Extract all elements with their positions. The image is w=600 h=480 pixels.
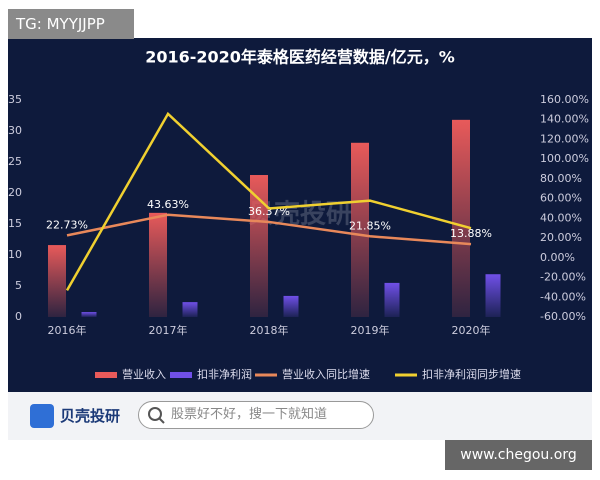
search-icon: [148, 407, 165, 424]
y2-tick-label: 160.00%: [540, 93, 589, 106]
data-label: 22.73%: [46, 218, 88, 231]
legend-label: 扣非净利润: [197, 367, 252, 381]
site-label: www.chegou.org: [445, 440, 592, 470]
legend-label: 扣非净利润同步增速: [422, 367, 521, 381]
search-box[interactable]: 股票好不好，搜一下就知道: [138, 401, 374, 429]
y2-tick-label: -40.00%: [540, 290, 586, 303]
bar: [48, 245, 66, 317]
x-tick-label: 2016年: [48, 323, 87, 337]
data-label: 13.88%: [450, 227, 492, 240]
y2-tick-label: 140.00%: [540, 113, 589, 126]
bar: [149, 212, 167, 317]
bar: [351, 142, 369, 317]
chart-background: [8, 38, 592, 392]
chart-title: 2016-2020年泰格医药经营数据/亿元，%: [145, 48, 455, 67]
y2-tick-label: -60.00%: [540, 310, 586, 323]
y2-tick-label: -20.00%: [540, 271, 586, 284]
y-tick-label: 5: [15, 279, 22, 292]
x-tick-label: 2017年: [149, 323, 188, 337]
bar: [283, 295, 299, 317]
x-tick-label: 2018年: [250, 323, 289, 337]
search-placeholder: 股票好不好，搜一下就知道: [171, 407, 328, 422]
tag: TG: MYYJJPP: [8, 9, 134, 39]
x-tick-label: 2019年: [351, 323, 390, 337]
line: [66, 213, 472, 246]
y2-tick-label: 100.00%: [540, 152, 589, 165]
y2-tick-label: 120.00%: [540, 132, 589, 145]
y2-tick-label: 40.00%: [540, 211, 582, 224]
bar: [452, 119, 470, 317]
y-tick-label: 10: [8, 248, 22, 261]
bar: [182, 302, 198, 317]
bar: [485, 274, 501, 317]
data-label: 43.63%: [147, 198, 189, 211]
footer-bar: 贝壳投研 股票好不好，搜一下就知道: [8, 392, 592, 440]
legend-swatch: [95, 372, 117, 378]
data-label: 21.85%: [349, 219, 391, 232]
bar: [384, 282, 400, 317]
y-tick-label: 25: [8, 155, 22, 168]
y-tick-label: 15: [8, 217, 22, 230]
bar: [81, 312, 97, 317]
y-tick-label: 30: [8, 124, 22, 137]
legend-label: 营业收入同比增速: [282, 367, 370, 381]
y2-tick-label: 80.00%: [540, 172, 582, 185]
y-tick-label: 35: [8, 93, 22, 106]
legend-label: 营业收入: [122, 367, 166, 381]
y-tick-label: 20: [8, 186, 22, 199]
y2-tick-label: 60.00%: [540, 192, 582, 205]
y2-tick-label: 0.00%: [540, 251, 575, 264]
brand: 贝壳投研: [60, 407, 121, 425]
y2-tick-label: 20.00%: [540, 231, 582, 244]
x-tick-label: 2020年: [452, 323, 491, 337]
bar: [250, 175, 268, 317]
y-tick-label: 0: [15, 310, 22, 323]
logo: [30, 404, 54, 428]
line: [65, 111, 472, 291]
legend-swatch: [170, 372, 192, 378]
